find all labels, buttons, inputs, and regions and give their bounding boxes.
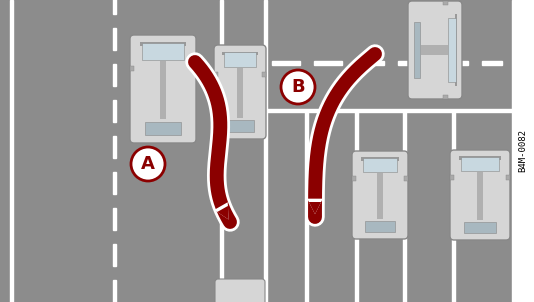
Bar: [477, 172, 483, 220]
Bar: [267, 0, 512, 302]
Bar: [142, 43, 184, 60]
Bar: [262, 72, 266, 76]
Bar: [361, 157, 399, 161]
Bar: [314, 61, 342, 65]
Bar: [113, 64, 116, 86]
Bar: [443, 1, 448, 5]
Bar: [113, 244, 116, 266]
Bar: [237, 68, 242, 118]
Bar: [264, 0, 267, 302]
Bar: [0, 0, 264, 302]
Bar: [449, 18, 456, 82]
FancyBboxPatch shape: [214, 45, 266, 139]
FancyBboxPatch shape: [130, 35, 196, 143]
Bar: [414, 22, 420, 78]
Bar: [113, 28, 116, 50]
Bar: [482, 61, 502, 65]
Bar: [377, 173, 383, 219]
Bar: [224, 53, 256, 67]
Bar: [506, 175, 510, 180]
Circle shape: [281, 70, 315, 104]
Bar: [113, 136, 116, 158]
Bar: [464, 222, 496, 233]
Bar: [403, 112, 406, 302]
Bar: [305, 112, 308, 302]
Bar: [113, 172, 116, 194]
Bar: [130, 66, 134, 71]
Bar: [160, 61, 167, 119]
Bar: [356, 61, 384, 65]
Circle shape: [131, 147, 165, 181]
Bar: [220, 0, 223, 302]
Bar: [455, 14, 457, 86]
Bar: [214, 72, 218, 76]
Bar: [113, 0, 116, 14]
Bar: [512, 0, 534, 302]
Bar: [443, 95, 448, 99]
Bar: [192, 66, 196, 71]
Bar: [404, 175, 408, 181]
Bar: [113, 280, 116, 302]
Bar: [365, 221, 395, 232]
Bar: [421, 45, 448, 55]
Bar: [459, 156, 501, 160]
Bar: [10, 0, 13, 302]
Bar: [267, 109, 512, 112]
Bar: [113, 208, 116, 230]
Bar: [440, 61, 468, 65]
FancyBboxPatch shape: [352, 151, 408, 239]
Bar: [398, 61, 426, 65]
Text: B: B: [291, 78, 305, 96]
Bar: [113, 100, 116, 122]
Bar: [272, 61, 300, 65]
Bar: [461, 157, 499, 171]
Bar: [226, 120, 254, 132]
Bar: [145, 122, 181, 135]
Bar: [140, 42, 186, 46]
Text: A: A: [141, 155, 155, 173]
Bar: [222, 52, 257, 55]
Bar: [355, 112, 358, 302]
Bar: [352, 175, 356, 181]
FancyBboxPatch shape: [408, 1, 462, 99]
Bar: [450, 175, 454, 180]
FancyBboxPatch shape: [450, 150, 510, 240]
Text: B4M-0082: B4M-0082: [519, 130, 528, 172]
Bar: [363, 158, 397, 172]
Bar: [452, 112, 455, 302]
FancyBboxPatch shape: [215, 279, 265, 302]
